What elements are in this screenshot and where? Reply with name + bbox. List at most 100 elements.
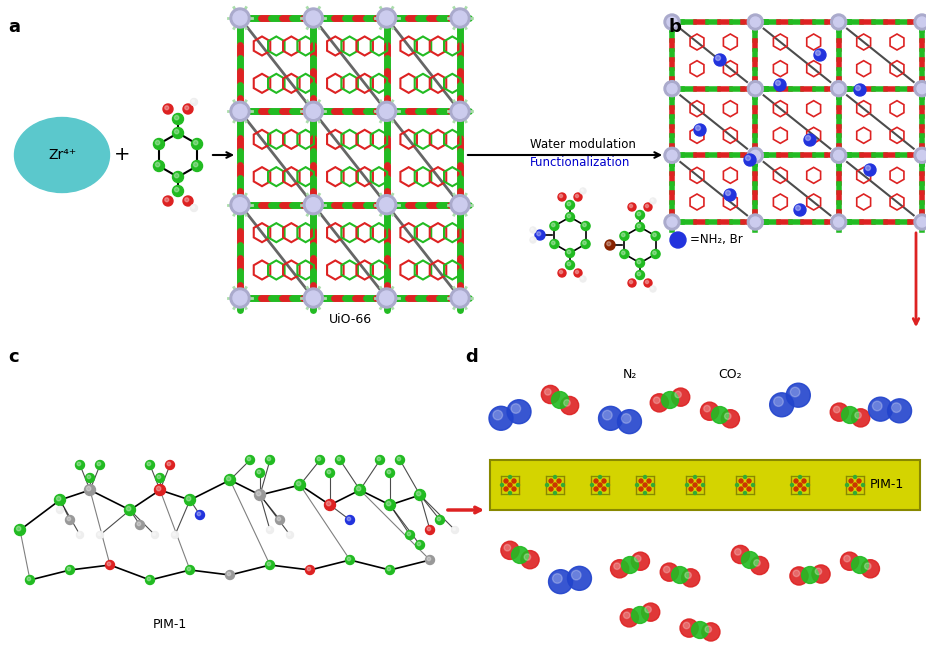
Circle shape <box>739 487 743 491</box>
Circle shape <box>643 483 647 487</box>
Circle shape <box>745 156 750 160</box>
Circle shape <box>598 483 602 487</box>
Ellipse shape <box>702 623 720 641</box>
Circle shape <box>689 479 693 483</box>
Ellipse shape <box>614 563 620 569</box>
Ellipse shape <box>770 393 794 417</box>
Circle shape <box>163 196 173 206</box>
Circle shape <box>637 212 641 215</box>
Ellipse shape <box>618 410 642 434</box>
Circle shape <box>598 491 602 495</box>
Ellipse shape <box>642 603 659 621</box>
Circle shape <box>247 457 251 461</box>
Circle shape <box>621 251 625 255</box>
Circle shape <box>15 525 26 535</box>
Circle shape <box>376 456 384 464</box>
Circle shape <box>345 515 355 525</box>
Circle shape <box>635 259 644 267</box>
Ellipse shape <box>855 412 861 418</box>
Circle shape <box>172 172 183 182</box>
Circle shape <box>508 475 511 479</box>
Circle shape <box>137 522 141 525</box>
Circle shape <box>84 485 95 495</box>
Circle shape <box>267 457 270 461</box>
Circle shape <box>602 487 606 491</box>
Circle shape <box>598 475 602 479</box>
Circle shape <box>288 533 291 535</box>
Circle shape <box>406 531 415 539</box>
Circle shape <box>152 531 158 539</box>
Circle shape <box>574 193 582 201</box>
Circle shape <box>185 565 194 575</box>
Circle shape <box>650 198 656 204</box>
Circle shape <box>294 479 306 491</box>
Circle shape <box>337 457 341 461</box>
Circle shape <box>107 562 111 566</box>
Circle shape <box>307 291 320 305</box>
Circle shape <box>147 577 151 581</box>
Circle shape <box>256 469 265 477</box>
Circle shape <box>512 487 516 491</box>
Circle shape <box>98 533 101 535</box>
Ellipse shape <box>892 403 901 412</box>
Circle shape <box>552 223 555 227</box>
Circle shape <box>227 476 231 481</box>
Ellipse shape <box>634 555 641 562</box>
Circle shape <box>163 104 173 114</box>
Circle shape <box>635 211 644 219</box>
Circle shape <box>798 483 802 487</box>
Circle shape <box>567 202 570 205</box>
Circle shape <box>653 251 657 255</box>
Text: +: + <box>114 146 131 164</box>
Circle shape <box>347 517 351 521</box>
Circle shape <box>453 528 456 531</box>
Circle shape <box>550 221 559 231</box>
Circle shape <box>802 479 806 483</box>
Circle shape <box>645 281 648 283</box>
Text: Functionalization: Functionalization <box>530 156 631 168</box>
Circle shape <box>849 487 853 491</box>
Circle shape <box>307 567 311 571</box>
Circle shape <box>508 483 512 487</box>
Circle shape <box>831 148 846 164</box>
Circle shape <box>747 214 763 230</box>
Circle shape <box>725 190 731 196</box>
Ellipse shape <box>790 387 800 397</box>
Ellipse shape <box>680 619 698 637</box>
Circle shape <box>427 527 431 531</box>
Circle shape <box>245 456 255 464</box>
Circle shape <box>156 486 161 491</box>
Circle shape <box>804 134 816 146</box>
Text: =NH₂, Br: =NH₂, Br <box>690 233 743 247</box>
Circle shape <box>450 8 470 28</box>
Ellipse shape <box>844 555 850 562</box>
Circle shape <box>377 101 396 121</box>
Circle shape <box>450 101 470 121</box>
Circle shape <box>664 80 680 96</box>
Circle shape <box>450 195 470 215</box>
Ellipse shape <box>511 547 529 563</box>
Ellipse shape <box>489 406 513 430</box>
Circle shape <box>594 479 598 483</box>
Circle shape <box>106 561 115 569</box>
Circle shape <box>156 473 165 483</box>
Circle shape <box>453 291 467 305</box>
Circle shape <box>377 8 396 28</box>
Circle shape <box>559 271 563 273</box>
Circle shape <box>861 483 865 487</box>
Ellipse shape <box>610 560 629 578</box>
Ellipse shape <box>598 406 622 430</box>
Circle shape <box>621 233 625 237</box>
Ellipse shape <box>552 392 569 408</box>
Ellipse shape <box>887 399 911 423</box>
Circle shape <box>854 491 857 495</box>
Circle shape <box>651 249 660 259</box>
Circle shape <box>651 231 660 241</box>
Circle shape <box>831 214 846 230</box>
Circle shape <box>171 531 179 539</box>
Circle shape <box>530 227 536 233</box>
Ellipse shape <box>603 410 612 420</box>
Circle shape <box>195 511 205 519</box>
Circle shape <box>307 11 320 25</box>
Text: c: c <box>8 348 19 366</box>
